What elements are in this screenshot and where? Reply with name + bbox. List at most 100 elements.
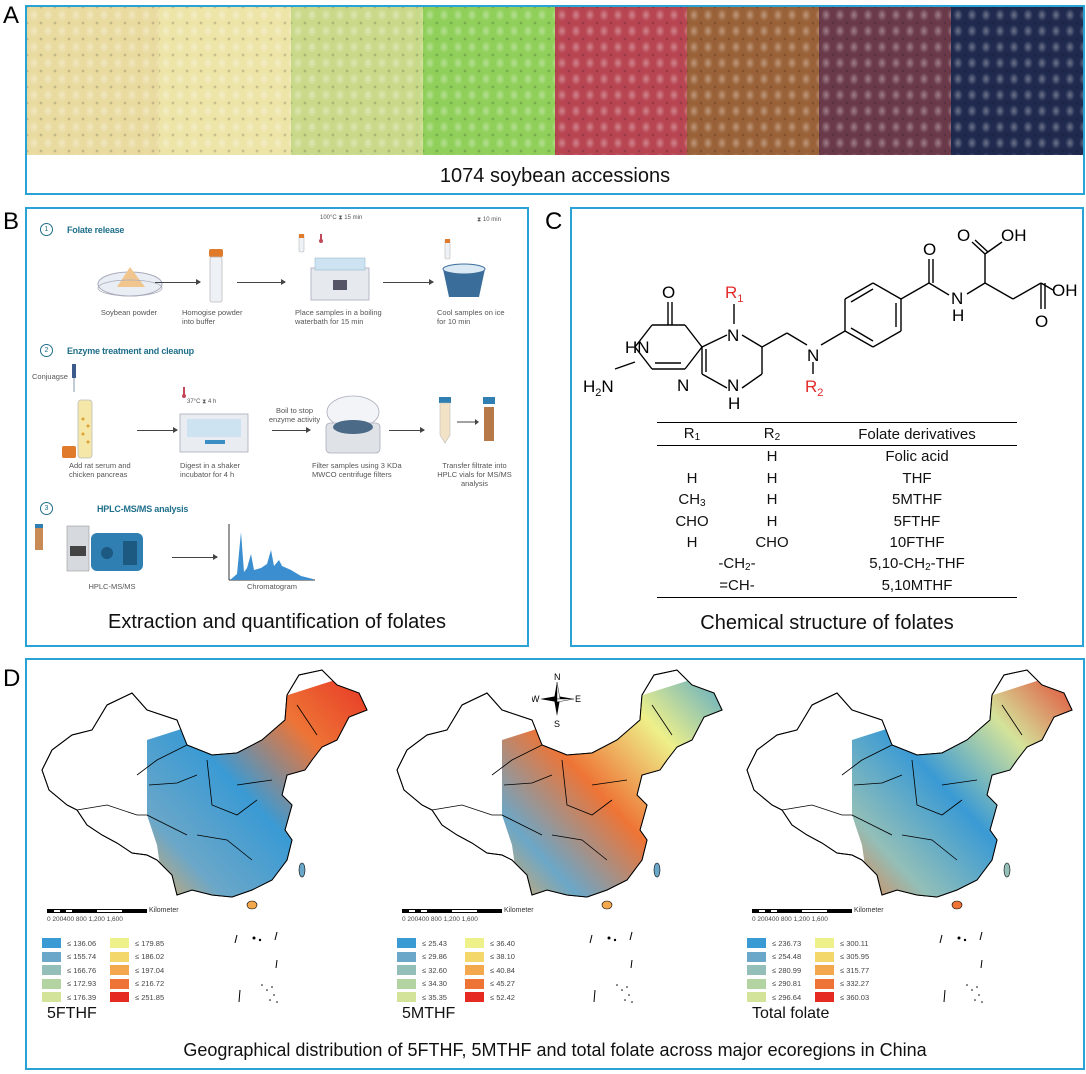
- step-title: HPLC-MS/MS analysis: [97, 503, 189, 514]
- panel-letter-a: A: [3, 2, 20, 29]
- panel-c-caption: Chemical structure of folates: [700, 612, 954, 634]
- legend-label: ≤ 251.85: [135, 992, 165, 1002]
- r2-label: R2: [805, 377, 823, 399]
- cell-r1: CH3: [678, 490, 706, 509]
- cool-time-value: 10 min: [482, 217, 501, 223]
- legend-label: ≤ 136.06: [67, 938, 97, 948]
- legend-label: ≤ 36.40: [490, 938, 515, 948]
- legend-swatch: [42, 965, 61, 976]
- legend-item: ≤ 176.39: [42, 992, 110, 1003]
- map-title: 5MTHF: [402, 1005, 456, 1022]
- scale-bar-unit: Kilometer: [149, 907, 179, 914]
- legend-swatch: [110, 978, 129, 989]
- hplc-ms-instrument-icon: [35, 524, 143, 572]
- atom-hn: HN: [625, 338, 650, 357]
- legend-swatch: [397, 965, 416, 976]
- step-title: Enzyme treatment and cleanup: [67, 345, 194, 356]
- legend-swatch: [42, 938, 61, 949]
- legend-swatch: [110, 965, 129, 976]
- table-row: H CHO 10FTHF: [657, 532, 1017, 554]
- cell-r1: H: [686, 534, 698, 552]
- arrow: [383, 279, 434, 285]
- south-china-sea-islands: [937, 930, 1007, 1015]
- folate-structure-diagram: O HN N N N H H2N N O N H O OH OH O R1 R2: [583, 226, 1077, 413]
- legend-item: ≤ 305.95: [815, 951, 883, 963]
- cell-derivative: 5,10MTHF: [881, 577, 953, 595]
- compass-e: E: [575, 694, 581, 704]
- legend-swatch: [815, 965, 834, 976]
- taiwan-island: [653, 862, 661, 878]
- atom-n: N: [677, 376, 689, 395]
- legend-swatch: [110, 992, 129, 1003]
- legend-item: ≤ 179.85: [110, 938, 178, 949]
- step-number-badge: 3: [40, 502, 53, 515]
- hainan-island: [951, 900, 963, 910]
- atom-o-acid2: O: [1035, 312, 1048, 331]
- step-3-header: 3 HPLC-MS/MS analysis: [40, 502, 188, 515]
- compass-w: W: [532, 694, 540, 704]
- data-surface: [147, 670, 367, 897]
- label-chromatogram: Chromatogram: [246, 582, 298, 591]
- legend-swatch: [110, 938, 129, 949]
- label-digest-shaker: Digest in a shaker incubator for 4 h: [180, 461, 241, 479]
- panel-a-soybean-accessions: 1074 soybean accessions: [25, 5, 1085, 195]
- legend-item: ≤ 280.99: [747, 965, 815, 976]
- legend-swatch: [42, 992, 61, 1003]
- r-sub: 1: [737, 293, 743, 305]
- step-2-header: 2 Enzyme treatment and cleanup: [40, 344, 194, 357]
- legend-item: ≤ 155.74: [42, 951, 110, 963]
- hainan-island: [601, 900, 613, 910]
- table-row: CHO H 5FTHF: [657, 511, 1017, 533]
- legend-swatch: [42, 951, 61, 962]
- seed-color-band: [291, 7, 423, 155]
- scale-bar: Kilometer 0 200400 800 1,200 1,600: [402, 907, 534, 931]
- seed-color-band: [687, 7, 819, 155]
- compass-s: S: [554, 719, 560, 728]
- scale-bar-graphic: [47, 909, 147, 913]
- atom-nh-h: H: [952, 306, 964, 325]
- cell-r1r2: =CH-: [719, 577, 755, 595]
- panel-a-caption: 1074 soybean accessions: [439, 165, 671, 187]
- legend-label: ≤ 236.73: [772, 938, 802, 948]
- panel-d-caption: Geographical distribution of 5FTHF, 5MTH…: [183, 1040, 927, 1060]
- legend-swatch: [747, 992, 766, 1003]
- legend-label: ≤ 40.84: [490, 965, 515, 975]
- arrow: [389, 427, 425, 433]
- shaker-incubator-icon: [179, 387, 249, 453]
- cell-r2: H: [766, 491, 778, 509]
- cell-r2: H: [766, 448, 778, 466]
- legend-item: ≤ 315.77: [815, 965, 883, 976]
- table-body: H Folic acid H H THF CH3 H 5MTHF CHO H 5FTHF H CHO 10…: [657, 446, 1017, 597]
- islands-graphic: [234, 931, 278, 1003]
- legend-label: ≤ 197.04: [135, 965, 165, 975]
- table-row: H Folic acid: [657, 446, 1017, 468]
- china-map-graphic: [746, 669, 1073, 910]
- taiwan-island: [1003, 862, 1011, 878]
- legend-label: ≤ 315.77: [840, 965, 870, 975]
- legend-swatch: [465, 992, 484, 1003]
- folate-derivatives-table: R1 R2 Folate derivatives H Folic acid H H TH…: [657, 422, 1017, 598]
- taiwan-island: [298, 862, 306, 878]
- label-boil-stop-enzyme: Boil to stop enzyme activity: [268, 406, 321, 424]
- table-row: -CH2- 5,10-CH2-THF: [657, 554, 1017, 576]
- label-homogenise: Homogise powder into buffer: [182, 308, 243, 326]
- cell-r1: CHO: [675, 512, 709, 530]
- legend-swatch: [747, 965, 766, 976]
- atom-sub: 2: [595, 387, 601, 399]
- chromatogram-plot: [228, 524, 315, 581]
- panel-letter-d: D: [3, 665, 21, 692]
- cell-derivative: Folic acid: [885, 448, 949, 466]
- legend-item: ≤ 216.72: [110, 978, 178, 990]
- seed-color-band: [423, 7, 555, 155]
- legend-item: ≤ 29.86: [397, 951, 465, 963]
- label-conjugase: Conjuagse: [32, 372, 68, 381]
- atom-h2n: H2N: [583, 377, 614, 399]
- legend-item: ≤ 332.27: [815, 978, 883, 990]
- legend-item: ≤ 251.85: [110, 992, 178, 1003]
- table-rule-top: [657, 422, 1017, 423]
- atom-n5: N: [727, 326, 739, 345]
- scale-bar-unit: Kilometer: [854, 907, 884, 914]
- step-number-badge: 2: [40, 344, 53, 357]
- legend-item: ≤ 52.42: [465, 992, 533, 1003]
- legend-label: ≤ 45.27: [490, 979, 515, 989]
